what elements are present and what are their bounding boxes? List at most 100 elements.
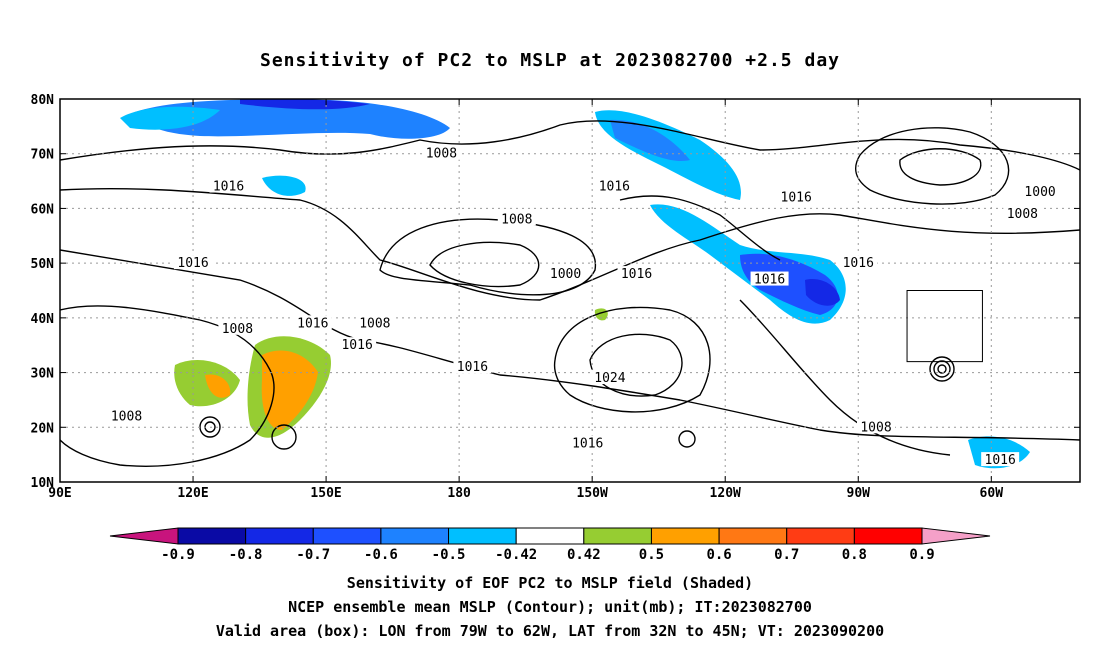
contour-label-bg [107,408,146,423]
lat-label: 30N [31,367,55,382]
contour-line [553,306,711,413]
contour-label: 1016 [341,338,372,353]
mslp-contours [60,120,1080,467]
contour-label: 1016 [572,437,603,452]
contour-label: 1016 [599,180,630,195]
valid-area-box [906,290,983,363]
lat-label: 10N [31,476,55,491]
graticule [60,99,1080,482]
contour-low-ring [678,430,696,448]
contour-label: 1024 [594,371,625,386]
contour-label-bg [981,452,1020,467]
shade-philippine-orange [205,374,231,398]
shade-siberia-cyan [262,175,306,196]
lon-label: 90W [847,486,871,501]
contour-label: 1016 [297,316,328,331]
colorbar-label: -0.7 [296,547,330,563]
contour-label: 1016 [843,256,874,271]
caption-line-3: Valid area (box): LON from 79W to 62W, L… [215,622,885,640]
colorbar-label: -0.8 [229,547,263,563]
colorbar-segment [786,527,855,545]
colorbar-segment [245,527,314,545]
contour-label-bg [338,337,377,352]
contour-line [429,241,540,288]
contour-label-bg [453,359,492,374]
contour-label: 1016 [781,190,812,205]
contour-label-bg [546,266,585,281]
contour-low-ring [929,356,955,382]
lon-label: 120W [710,486,741,501]
contour-line [60,305,275,467]
lat-label: 40N [31,312,55,327]
contour-low-ring [933,360,951,378]
contour-label: 1008 [501,212,532,227]
lat-label: 20N [31,421,55,436]
contour-label: 1016 [985,453,1016,468]
contour-label: 1016 [213,180,244,195]
contour-label: 1016 [457,360,488,375]
lon-label: 180 [447,486,471,501]
contour-low-ring [937,364,947,374]
contour-line [60,249,1080,441]
lat-label: 50N [31,257,55,272]
contour-label: 1008 [111,409,142,424]
sensitivity-shading [120,99,1030,469]
colorbar-label: 0.6 [706,547,731,563]
shade-greatlakes-darkblue [805,279,840,306]
contour-label: 1008 [860,420,891,435]
lat-label: 70N [31,148,55,163]
contour-label-bg [857,419,895,434]
shade-japan-orange [261,350,318,430]
colorbar-segment [515,527,585,545]
lon-label: 120E [177,486,208,501]
colorbar-low-arrow [109,527,179,545]
contour-label: 1016 [754,273,785,288]
lat-label: 60N [31,202,55,217]
contour-label-bg [422,145,461,160]
contour-label: 1008 [1007,207,1038,222]
lon-label: 90E [48,486,71,501]
contour-label-bg [209,178,248,193]
contour-line [60,187,1080,301]
contour-line [589,333,683,397]
colorbar-label: 0.8 [842,547,867,563]
colorbar-label: -0.6 [364,547,398,563]
contour-labels: 1008 1016 1016 1016 1000 1008 1008 1016 1000 1016… [107,145,1060,468]
lon-label: 150E [310,486,341,501]
shade-arctic-darkblue [240,99,370,110]
lat-label: 80N [31,93,55,108]
contour-label: 1008 [426,147,457,162]
contour-label-bg [568,435,607,450]
contour-line [60,120,1080,171]
contour-line [379,218,597,296]
contour-label-bg [218,320,257,335]
colorbar-label: -0.5 [432,547,466,563]
colorbar: -0.9 -0.8 -0.7 -0.6 -0.5 -0.42 0.42 0.5 0.6 0.7 0.… [109,527,991,563]
colorbar-label: -0.9 [161,547,195,563]
contour-label: 1000 [550,267,581,282]
caption-line-1: Sensitivity of EOF PC2 to MSLP field (Sh… [346,574,754,592]
plot-frame [59,98,1081,483]
contour-label-bg [293,315,332,330]
contour-label-bg [750,271,789,286]
shade-arctic-cyan [120,106,220,130]
colorbar-label: 0.5 [639,547,664,563]
contour-label: 1016 [177,256,208,271]
colorbar-segment [177,527,247,545]
contour-label-bg [497,211,536,226]
shade-alaska-blue [610,119,690,161]
lon-label: 60W [980,486,1004,501]
contour-label: 1008 [222,322,253,337]
contour-label-bg [590,370,629,385]
colorbar-segment [650,527,720,545]
contour-label-bg [355,315,394,330]
lon-label: 150W [577,486,608,501]
contour-label-bg [839,255,878,270]
colorbar-high-arrow [921,527,991,545]
contour-line [899,148,982,186]
contour-label-bg [1003,205,1042,220]
contour-line [619,195,781,261]
contour-label-bg [595,178,634,193]
colorbar-segment [448,527,517,545]
